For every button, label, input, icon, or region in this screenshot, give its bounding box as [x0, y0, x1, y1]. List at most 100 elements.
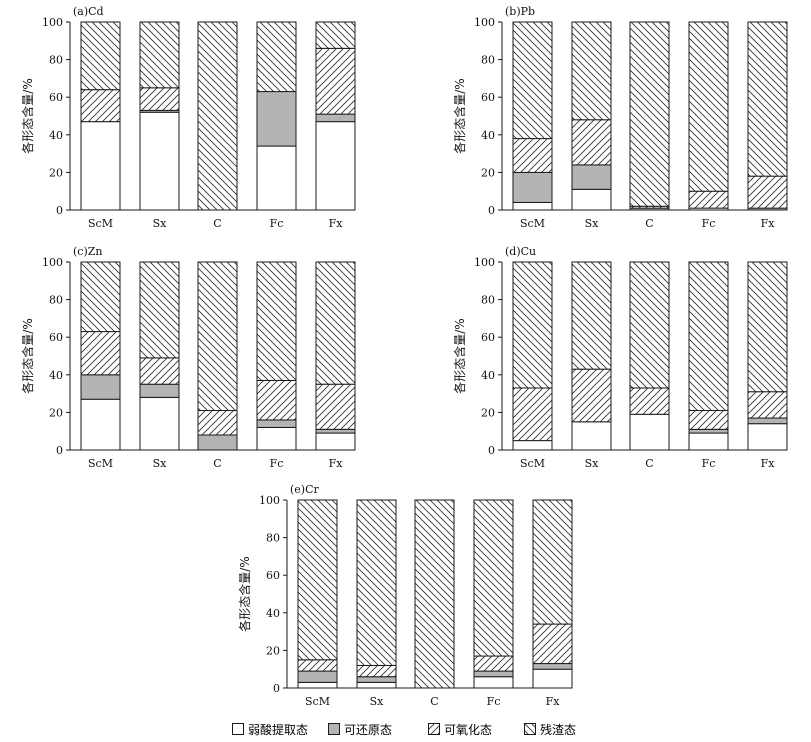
bar-segment-residual-Fc	[256, 261, 297, 381]
bar-segment-weak-acid-Sx	[356, 681, 397, 689]
bar-segment-weak-acid-C	[629, 413, 670, 451]
y-tick-label: 20	[481, 406, 495, 419]
bar-segment-residual-C	[197, 261, 238, 412]
legend: 弱酸提取态 可还原态 可氧化态 残渣态	[232, 720, 632, 740]
bar-segment-weak-acid-ScM	[512, 201, 553, 211]
bar-segment-oxidizable-Fc	[688, 190, 729, 209]
bar-segment-oxidizable-Sx	[139, 87, 180, 111]
y-tick-label: 80	[481, 294, 495, 307]
y-tick-label: 0	[56, 444, 63, 457]
x-tick-label: Sx	[153, 217, 168, 230]
y-tick-label: 20	[49, 166, 63, 179]
legend-label: 可还原态	[344, 723, 393, 737]
bar-segment-residual-Fc	[688, 21, 729, 192]
x-tick-label: Fx	[761, 457, 776, 470]
y-tick-label: 40	[481, 129, 495, 142]
bar-segment-oxidizable-Fc	[256, 379, 297, 421]
bar-segment-weak-acid-ScM	[512, 440, 553, 451]
y-tick-label: 80	[49, 54, 63, 67]
chart-panel-2: ScM Sx C Fc Fx 0 20 40 60 80 100 (c)Zn 各形态含量/%	[20, 245, 356, 470]
x-tick-label: C	[645, 217, 653, 230]
legend-swatch-hatch-forward	[428, 723, 440, 735]
x-tick-label: Fc	[702, 457, 716, 470]
x-tick-label: Sx	[585, 217, 600, 230]
bar-segment-residual-C	[414, 499, 455, 689]
x-tick-label: C	[430, 695, 438, 708]
bar-segment-weak-acid-ScM	[297, 681, 338, 689]
bar-segment-oxidizable-ScM	[297, 659, 338, 672]
x-tick-label: Fc	[702, 217, 716, 230]
x-tick-label: C	[213, 217, 221, 230]
bar-segment-reducible-Sx	[139, 383, 180, 398]
chart-panel-1: ScM Sx C Fc Fx 0 20 40 60 80 100 (b)Pb 各形态含量/%	[452, 5, 788, 230]
bar-segment-weak-acid-Sx	[571, 188, 612, 211]
bar-segment-oxidizable-C	[197, 410, 238, 436]
bar-segment-residual-Fx	[315, 261, 356, 385]
y-tick-label: 0	[273, 682, 280, 695]
bar-segment-oxidizable-Fc	[688, 410, 729, 430]
bar-segment-oxidizable-Sx	[139, 357, 180, 385]
y-axis-label: 各形态含量/%	[452, 78, 467, 153]
y-tick-label: 80	[266, 532, 280, 545]
y-tick-label: 100	[42, 16, 63, 29]
x-tick-label: Fc	[270, 217, 284, 230]
x-tick-label: Sx	[153, 457, 168, 470]
y-tick-label: 0	[488, 204, 495, 217]
x-tick-label: Fx	[329, 217, 344, 230]
bar-segment-residual-ScM	[80, 261, 121, 333]
y-tick-label: 60	[49, 91, 63, 104]
bar-segment-reducible-Sx	[356, 676, 397, 683]
y-tick-label: 40	[49, 369, 63, 382]
bar-segment-residual-Sx	[571, 261, 612, 370]
bar-segment-weak-acid-Fc	[473, 676, 514, 689]
y-tick-label: 100	[474, 256, 495, 269]
x-tick-label: ScM	[520, 457, 545, 470]
x-tick-label: Fx	[546, 695, 561, 708]
y-tick-label: 60	[49, 331, 63, 344]
bar-segment-reducible-Sx	[571, 164, 612, 190]
chart-title: (d)Cu	[505, 245, 536, 258]
bar-segment-weak-acid-Sx	[139, 111, 180, 211]
bar-segment-reducible-Fx	[747, 417, 788, 425]
y-axis-label: 各形态含量/%	[452, 318, 467, 393]
bar-segment-oxidizable-ScM	[512, 387, 553, 442]
bar-segment-reducible-ScM	[80, 374, 121, 400]
x-tick-label: Fc	[487, 695, 501, 708]
y-tick-label: 0	[488, 444, 495, 457]
bar-segment-reducible-ScM	[512, 171, 553, 203]
bar-segment-residual-Sx	[356, 499, 397, 666]
y-axis-label: 各形态含量/%	[20, 318, 35, 393]
y-tick-label: 40	[481, 369, 495, 382]
bar-segment-residual-Fx	[532, 499, 573, 625]
bar-segment-reducible-Fx	[532, 663, 573, 670]
x-tick-label: C	[645, 457, 653, 470]
bar-segment-residual-Fx	[315, 21, 356, 49]
bar-segment-reducible-Fc	[473, 670, 514, 678]
y-tick-label: 60	[481, 91, 495, 104]
bar-segment-residual-ScM	[297, 499, 338, 661]
bar-segment-weak-acid-Fc	[256, 426, 297, 451]
x-tick-label: Fx	[761, 217, 776, 230]
x-tick-label: ScM	[520, 217, 545, 230]
bar-segment-reducible-Fx	[315, 113, 356, 123]
bar-segment-reducible-Fc	[256, 419, 297, 428]
x-tick-label: C	[213, 457, 221, 470]
bar-segment-weak-acid-ScM	[80, 121, 121, 211]
bar-segment-weak-acid-Fc	[688, 432, 729, 451]
y-tick-label: 40	[49, 129, 63, 142]
bar-segment-reducible-ScM	[297, 670, 338, 683]
y-tick-label: 40	[266, 607, 280, 620]
bar-segment-residual-Sx	[571, 21, 612, 121]
chart-title: (c)Zn	[73, 245, 102, 258]
bar-segment-oxidizable-ScM	[80, 89, 121, 123]
bar-segment-oxidizable-Fx	[315, 383, 356, 430]
legend-label: 弱酸提取态	[248, 723, 309, 737]
bar-segment-oxidizable-Sx	[571, 368, 612, 423]
bar-segment-residual-ScM	[80, 21, 121, 91]
y-tick-label: 100	[42, 256, 63, 269]
y-tick-label: 60	[266, 569, 280, 582]
y-tick-label: 20	[481, 166, 495, 179]
bar-segment-oxidizable-Fx	[315, 47, 356, 115]
bar-segment-residual-C	[629, 261, 670, 389]
